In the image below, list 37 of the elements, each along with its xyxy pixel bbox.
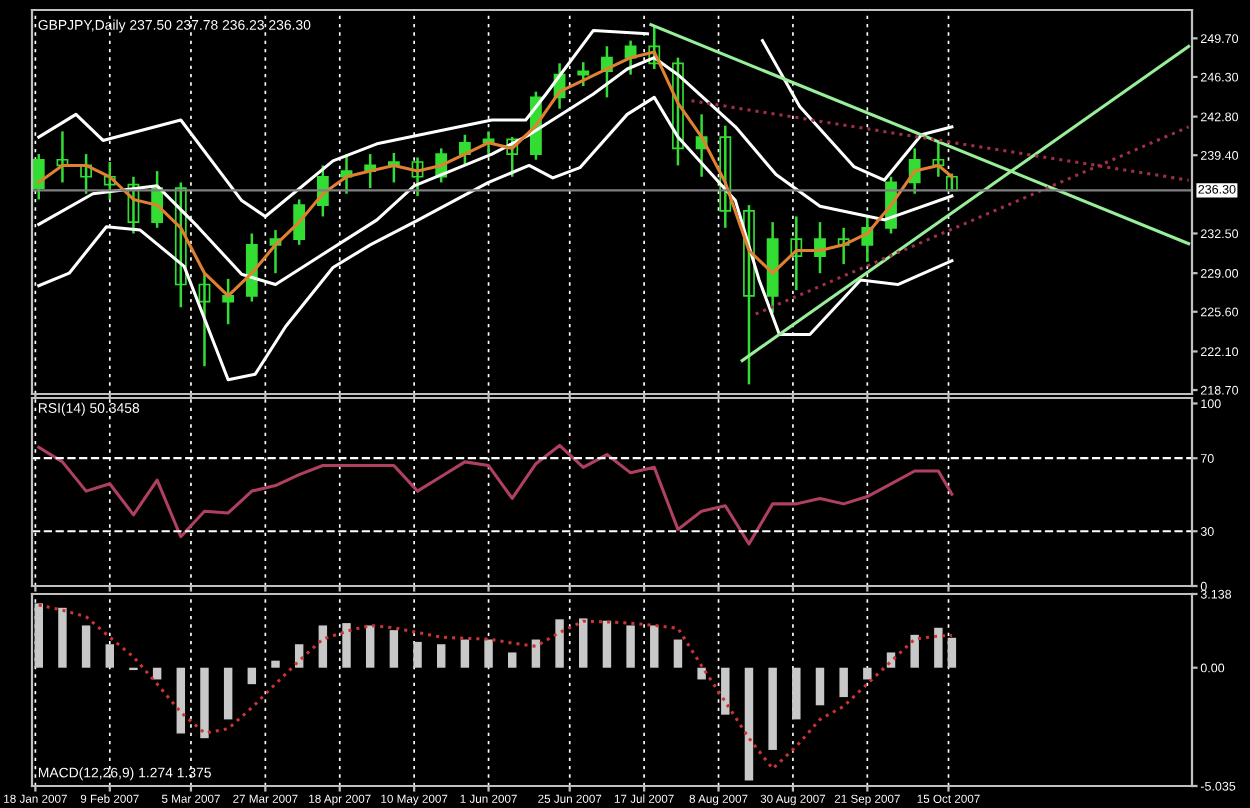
bar (318, 625, 328, 668)
bar (508, 652, 517, 668)
bar (697, 667, 706, 680)
bar (555, 619, 564, 668)
bar (650, 625, 659, 668)
bar (484, 639, 493, 668)
bar (579, 618, 588, 668)
bar (365, 625, 375, 668)
bar (792, 667, 801, 720)
bar (768, 667, 777, 750)
bar (815, 667, 825, 706)
bar (602, 620, 612, 668)
bar (176, 667, 186, 734)
bar (223, 667, 233, 720)
bar (413, 641, 422, 668)
bar (947, 637, 957, 668)
bar (271, 660, 280, 668)
bar (934, 627, 943, 668)
bar (436, 644, 446, 668)
bar (58, 607, 67, 668)
line-series (37, 443, 954, 546)
bar (247, 667, 257, 685)
bar (81, 625, 91, 668)
bar (200, 667, 209, 739)
bar (626, 625, 635, 668)
bar (839, 667, 848, 698)
line-series (37, 603, 954, 771)
bar (389, 630, 399, 668)
bar (105, 644, 115, 668)
bar (460, 639, 470, 668)
bar (863, 667, 872, 680)
bar (342, 623, 351, 668)
bar (910, 634, 919, 668)
bar (673, 639, 683, 668)
bar (721, 667, 730, 715)
bar (531, 639, 541, 668)
bar (744, 667, 754, 781)
